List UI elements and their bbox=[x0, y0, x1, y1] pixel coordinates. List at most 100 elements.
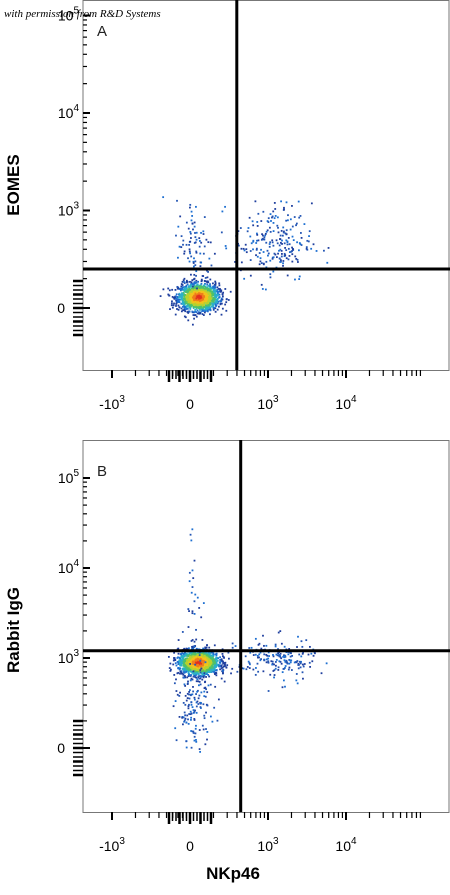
data-point bbox=[264, 232, 267, 235]
data-point bbox=[205, 688, 207, 691]
data-point bbox=[193, 291, 196, 293]
data-point bbox=[210, 287, 213, 290]
data-point bbox=[313, 651, 316, 654]
data-point bbox=[183, 250, 186, 253]
data-point bbox=[203, 654, 206, 657]
data-point bbox=[188, 299, 191, 302]
data-point bbox=[213, 298, 216, 301]
data-point bbox=[176, 693, 179, 696]
data-point bbox=[200, 665, 202, 667]
data-point bbox=[188, 673, 190, 676]
data-point bbox=[274, 253, 277, 256]
data-point bbox=[194, 292, 197, 295]
data-point bbox=[280, 657, 283, 660]
data-point bbox=[210, 264, 213, 267]
data-point bbox=[194, 236, 197, 239]
data-point bbox=[212, 288, 215, 291]
data-point bbox=[268, 655, 270, 657]
data-point bbox=[272, 222, 275, 224]
data-point bbox=[262, 234, 264, 237]
data-point bbox=[193, 663, 196, 666]
data-point bbox=[197, 280, 200, 283]
data-point bbox=[214, 673, 216, 676]
data-point bbox=[180, 664, 183, 667]
data-point bbox=[213, 252, 216, 255]
data-point bbox=[214, 666, 217, 668]
data-point bbox=[182, 297, 185, 300]
data-point bbox=[315, 250, 318, 252]
data-point bbox=[186, 659, 189, 662]
data-point bbox=[274, 661, 277, 663]
data-point bbox=[195, 311, 198, 314]
data-point bbox=[280, 642, 283, 645]
data-point bbox=[194, 260, 197, 263]
data-point bbox=[200, 278, 203, 281]
data-point bbox=[200, 707, 202, 709]
data-point bbox=[187, 675, 190, 677]
data-point bbox=[212, 286, 214, 289]
data-point bbox=[194, 667, 196, 670]
data-point bbox=[194, 264, 197, 267]
data-point bbox=[273, 252, 276, 255]
data-point bbox=[252, 654, 255, 656]
data-point bbox=[209, 278, 212, 281]
data-point bbox=[174, 700, 177, 702]
data-point bbox=[266, 654, 269, 657]
data-point bbox=[290, 659, 293, 662]
data-point bbox=[194, 672, 197, 675]
y-tick-label: 103 bbox=[58, 201, 80, 219]
data-point bbox=[184, 668, 187, 671]
data-point bbox=[195, 307, 198, 310]
data-point bbox=[284, 654, 287, 657]
data-point bbox=[199, 667, 201, 670]
data-point bbox=[214, 289, 217, 292]
data-point bbox=[217, 663, 220, 666]
data-point bbox=[176, 299, 179, 302]
data-point bbox=[296, 241, 298, 244]
data-point bbox=[203, 293, 206, 296]
data-point bbox=[193, 739, 196, 742]
data-point bbox=[300, 660, 302, 663]
data-point bbox=[184, 694, 187, 697]
data-point bbox=[195, 660, 198, 663]
data-point bbox=[205, 294, 208, 297]
data-point bbox=[167, 293, 170, 296]
data-point bbox=[181, 716, 184, 719]
data-point bbox=[298, 278, 301, 280]
data-point bbox=[197, 668, 200, 671]
data-point bbox=[234, 645, 237, 647]
data-point bbox=[187, 670, 190, 673]
data-point bbox=[205, 711, 207, 714]
data-point bbox=[194, 309, 197, 311]
data-point bbox=[229, 290, 232, 293]
data-point bbox=[191, 283, 194, 286]
data-point bbox=[189, 302, 192, 305]
data-point bbox=[186, 291, 189, 294]
data-point bbox=[220, 658, 223, 661]
data-point bbox=[214, 283, 217, 286]
data-point bbox=[183, 711, 186, 714]
data-point bbox=[184, 316, 187, 319]
data-point bbox=[186, 667, 188, 670]
data-point bbox=[196, 295, 199, 298]
data-point bbox=[214, 310, 217, 313]
data-point bbox=[220, 290, 222, 293]
data-point bbox=[204, 288, 207, 291]
data-point bbox=[206, 644, 208, 646]
data-point bbox=[200, 291, 202, 294]
data-point bbox=[173, 651, 176, 654]
data-point bbox=[280, 662, 283, 665]
data-point bbox=[200, 658, 203, 661]
data-point bbox=[178, 300, 180, 303]
data-point bbox=[199, 674, 202, 677]
data-point bbox=[270, 660, 273, 663]
data-point bbox=[183, 655, 185, 658]
data-point bbox=[199, 301, 202, 304]
data-point bbox=[195, 701, 198, 704]
data-point bbox=[205, 673, 208, 675]
data-point bbox=[289, 655, 292, 658]
data-point bbox=[203, 672, 206, 675]
data-point bbox=[183, 293, 185, 296]
data-point bbox=[199, 671, 202, 674]
data-point bbox=[192, 304, 195, 306]
